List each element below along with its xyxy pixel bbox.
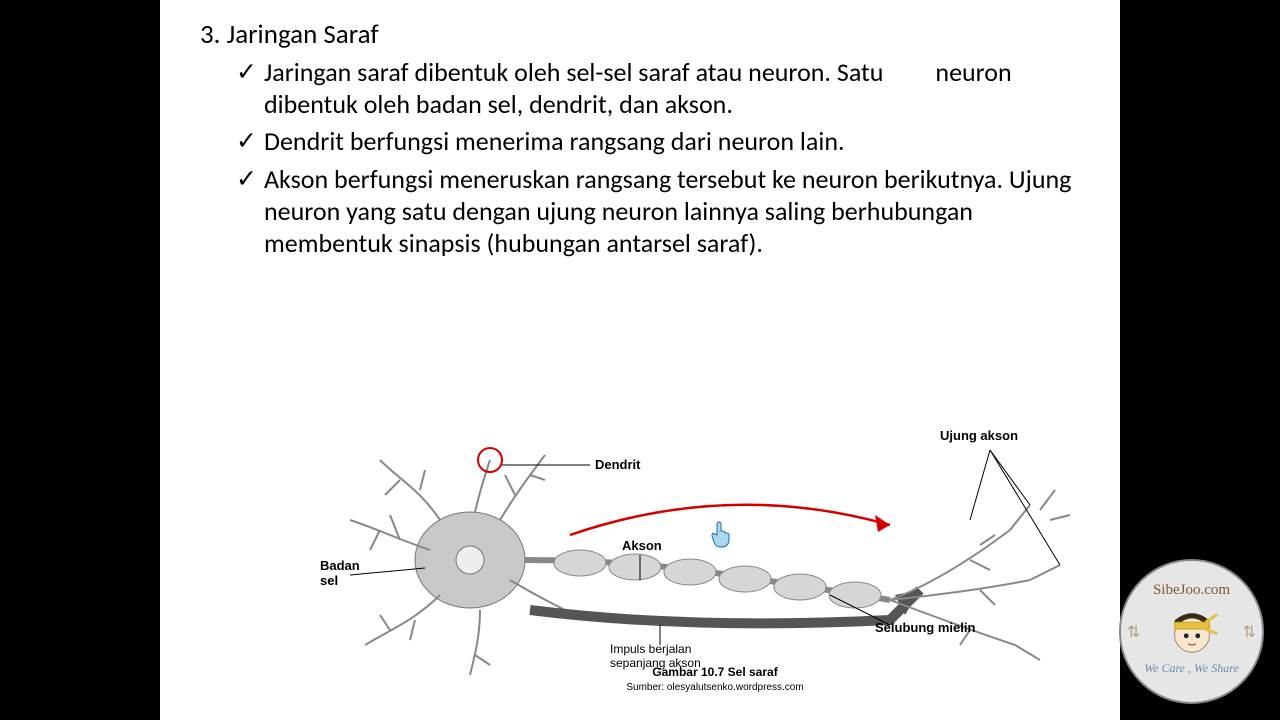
logo-badge: ⇅ ⇅ SibeJoo.com We Care , We Share	[1119, 559, 1264, 704]
logo-top-text: SibeJoo.com	[1153, 582, 1230, 599]
label-badan-sel: Badan sel	[320, 558, 360, 588]
logo-avatar-icon	[1163, 601, 1221, 659]
slide-content: 3. Jaringan Saraf Jaringan saraf dibentu…	[160, 0, 1120, 720]
bullet-list: Jaringan saraf dibentuk oleh sel-sel sar…	[190, 57, 1090, 259]
label-ujung-akson: Ujung akson	[940, 428, 1018, 443]
label-dendrit: Dendrit	[595, 457, 641, 472]
caption-title: Gambar 10.7 Sel saraf	[626, 665, 803, 681]
axon-group	[525, 550, 890, 608]
arrow-left-icon: ⇅	[1127, 622, 1140, 642]
bullet-item: Akson berfungsi meneruskan rangsang ters…	[236, 164, 1090, 259]
label-selubung-mielin: Selubung mielin	[875, 620, 975, 635]
section-heading: 3. Jaringan Saraf	[200, 18, 1090, 51]
neuron-diagram: Dendrit Badan sel Akson Selubung mielin …	[330, 420, 1100, 700]
arrow-right-icon: ⇅	[1243, 622, 1256, 642]
neuron-svg	[330, 420, 1100, 700]
caption-source: Sumber: olesyalutsenko.wordpress.com	[626, 681, 803, 694]
logo-bottom-text: We Care , We Share	[1144, 661, 1239, 676]
bullet-item: Dendrit berfungsi menerima rangsang dari…	[236, 126, 1090, 158]
figure-caption: Gambar 10.7 Sel saraf Sumber: olesyaluts…	[626, 665, 803, 694]
cursor-hand-icon	[710, 520, 734, 554]
bullet-item: Jaringan saraf dibentuk oleh sel-sel sar…	[236, 57, 1090, 120]
label-akson: Akson	[622, 538, 662, 553]
